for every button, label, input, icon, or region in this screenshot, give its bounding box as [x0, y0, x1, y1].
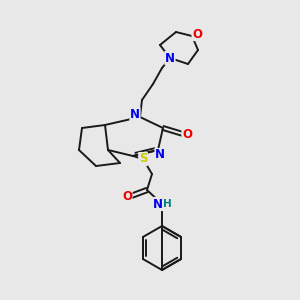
Text: O: O [122, 190, 132, 202]
Text: S: S [139, 152, 147, 166]
Text: O: O [192, 28, 202, 40]
Text: O: O [182, 128, 192, 140]
Text: N: N [155, 148, 165, 161]
Text: N: N [130, 107, 140, 121]
Text: H: H [163, 199, 171, 209]
Text: N: N [165, 52, 175, 64]
Text: N: N [153, 197, 163, 211]
